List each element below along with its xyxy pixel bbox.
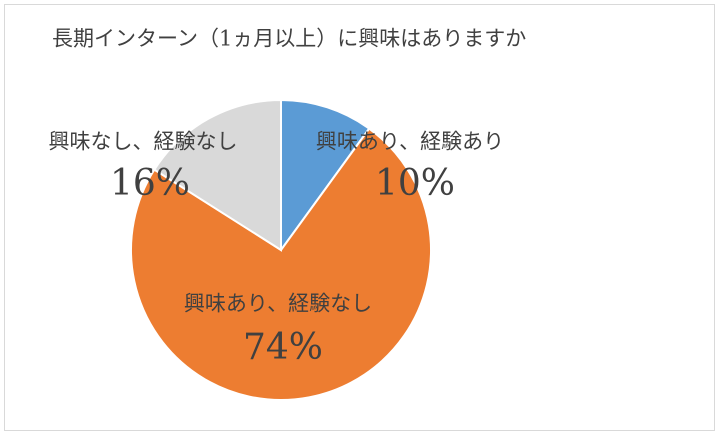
slice-category-label: 興味あり、経験あり	[316, 130, 504, 154]
pie-slice	[130, 127, 432, 401]
pie-slice	[280, 98, 371, 254]
pie-slice	[152, 98, 282, 252]
slice-value-label: 16%	[110, 163, 190, 204]
slice-category-label: 興味あり、経験なし	[184, 292, 372, 316]
slice-value-label: 74%	[243, 327, 323, 368]
slice-category-label: 興味なし、経験なし	[49, 130, 238, 154]
slice-value-label: 10%	[375, 163, 455, 204]
chart-title: 長期インターン（1ヵ月以上）に興味はありますか	[52, 27, 526, 51]
